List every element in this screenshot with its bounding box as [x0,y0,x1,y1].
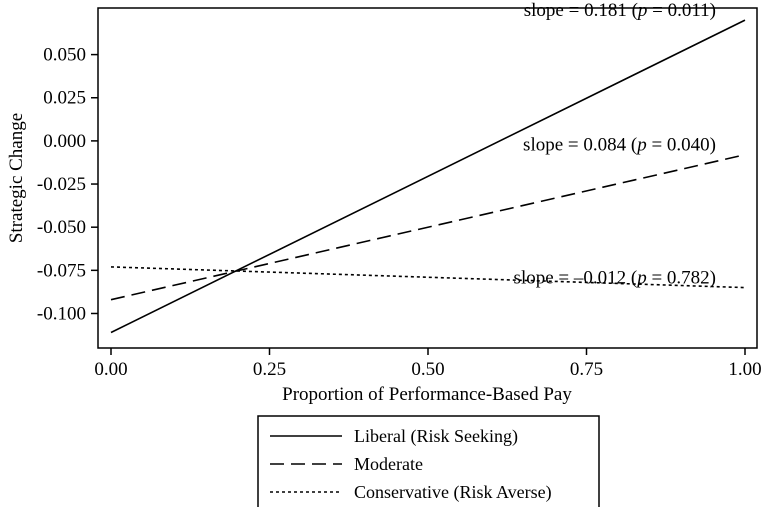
slope-annotation: slope = –0.012 (p = 0.782) [514,268,716,289]
y-tick-label: 0.025 [43,88,86,109]
annotations: slope = 0.181 (p = 0.011) slope = 0.084 (… [514,0,716,289]
x-tick-label: 0.50 [411,359,444,380]
y-tick-label: -0.075 [37,260,86,281]
legend-label: Conservative (Risk Averse) [354,482,552,503]
slope-annotation: slope = 0.181 (p = 0.011) [524,0,716,21]
y-axis: -0.100 -0.075 -0.050 -0.025 0.000 0.025 0.050 [37,45,98,324]
y-tick-label: -0.100 [37,303,86,324]
x-tick-label: 1.00 [728,359,761,380]
series-line [110,19,746,334]
series-lines [110,19,746,334]
legend-label: Liberal (Risk Seeking) [354,426,518,447]
y-tick-label: -0.050 [37,217,86,238]
series-line [110,153,746,301]
legend: Liberal (Risk Seeking) Moderate Conservati… [257,415,600,507]
y-tick-label: -0.025 [37,174,86,195]
x-tick-label: 0.00 [94,359,127,380]
x-tick-label: 0.25 [253,359,286,380]
x-tick-label: 0.75 [570,359,603,380]
y-tick-label: 0.050 [43,45,86,66]
series-line [110,266,746,289]
y-axis-label: Strategic Change [6,113,27,243]
x-axis-label: Proportion of Performance-Based Pay [282,384,572,405]
legend-label: Moderate [354,454,423,474]
y-tick-label: 0.000 [43,131,86,152]
x-axis: 0.00 0.25 0.50 0.75 1.00 [94,348,762,380]
plot-frame [97,7,758,349]
slope-annotation: slope = 0.084 (p = 0.040) [523,135,716,156]
